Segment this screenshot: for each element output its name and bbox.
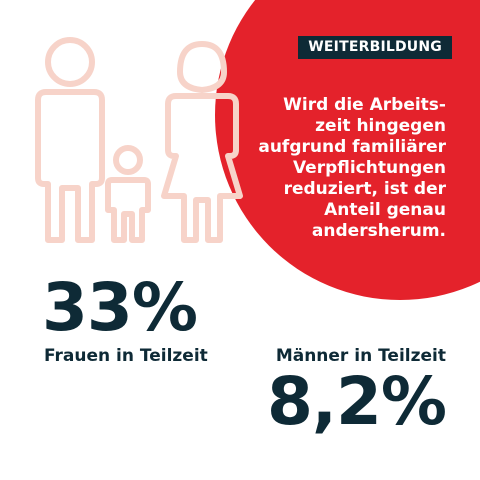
women-part-time-value: 33% (42, 269, 198, 346)
child-icon (105, 145, 151, 243)
women-part-time-label: Frauen in Teilzeit (44, 346, 208, 366)
man-icon (35, 37, 105, 243)
category-badge: WEITERBILDUNG (298, 36, 452, 59)
woman-icon (161, 41, 243, 243)
men-part-time-value: 8,2% (266, 363, 447, 440)
info-text: Wird die Arbeits- zeit hingegen aufgrund… (258, 95, 446, 241)
men-part-time-label: Männer in Teilzeit (275, 346, 446, 366)
